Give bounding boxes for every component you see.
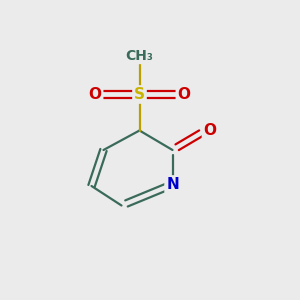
- Text: S: S: [134, 87, 145, 102]
- Text: O: O: [88, 87, 102, 102]
- Text: CH₃: CH₃: [126, 49, 153, 62]
- Text: N: N: [166, 177, 179, 192]
- Text: O: O: [177, 87, 190, 102]
- Text: O: O: [203, 123, 217, 138]
